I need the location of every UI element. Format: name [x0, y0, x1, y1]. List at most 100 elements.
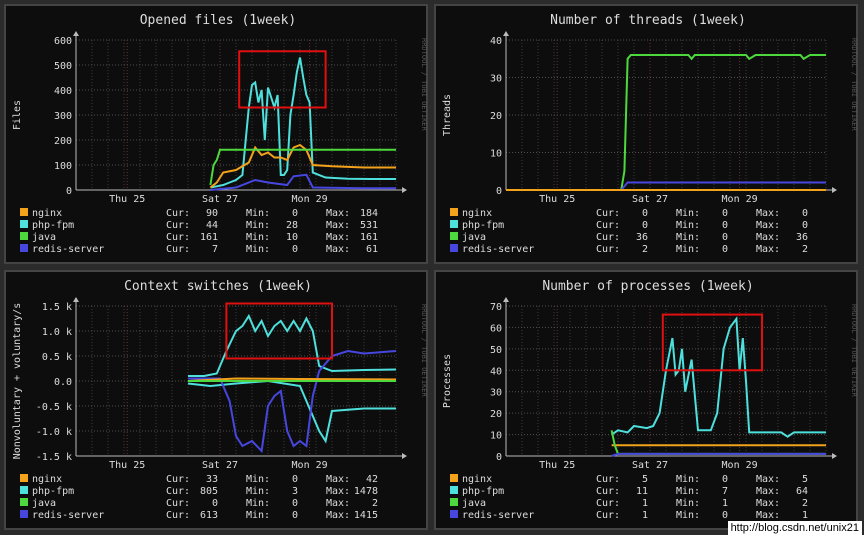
- legend-cur-label: Cur:: [166, 232, 190, 243]
- rrdtool-watermark: RRDTOOL / TOBI OETIKER: [420, 38, 428, 132]
- x-axis-arrow: [402, 453, 407, 459]
- series-line-nginx: [209, 143, 396, 189]
- series-line-php-fpm: [188, 313, 397, 377]
- legend-max-label: Max:: [326, 486, 350, 497]
- panel-3: Number of processes (1week) Processes RRDT…: [434, 270, 858, 530]
- legend-max-label: Max:: [326, 510, 350, 521]
- series-line-php-fpm: [187, 379, 396, 444]
- y-axis-arrow: [503, 31, 509, 36]
- series-line-java: [209, 148, 396, 186]
- y-tick-label: 70: [490, 302, 502, 313]
- chart-0: Opened files (1week) Files RRDTOOL / TOBI …: [12, 13, 428, 255]
- legend-max-label: Max:: [326, 220, 350, 231]
- legend-name: java: [462, 498, 486, 509]
- chart-3: Number of processes (1week) Processes RRDT…: [442, 279, 858, 521]
- legend-min-value: 0: [722, 232, 728, 243]
- y-tick-label: 40: [490, 366, 502, 377]
- legend-swatch: [20, 208, 28, 216]
- legend-min-value: 0: [292, 244, 298, 255]
- rrdtool-watermark: RRDTOOL / TOBI OETIKER: [850, 38, 858, 132]
- legend-swatch: [450, 510, 458, 518]
- y-tick-label: 30: [490, 74, 502, 85]
- y-tick-label: 0: [66, 186, 72, 197]
- legend-min-value: 0: [722, 220, 728, 231]
- y-tick-label: 50: [490, 345, 502, 356]
- legend-min-label: Min:: [246, 232, 270, 243]
- legend-min-label: Min:: [246, 208, 270, 219]
- series-line-redis-server: [210, 173, 396, 191]
- legend-cur-value: 33: [206, 474, 218, 485]
- legend-min-label: Min:: [246, 220, 270, 231]
- legend-min-value: 7: [722, 486, 728, 497]
- footer-url: http://blog.csdn.net/unix21: [727, 521, 862, 535]
- legend-cur-value: 1: [642, 498, 648, 509]
- legend-max-value: 161: [360, 232, 378, 243]
- legend-cur-label: Cur:: [166, 510, 190, 521]
- legend-swatch: [450, 208, 458, 216]
- x-tick-label: Mon 29: [722, 194, 758, 205]
- legend-swatch: [450, 232, 458, 240]
- legend-swatch: [20, 220, 28, 228]
- x-tick-label: Thu 25: [539, 460, 575, 471]
- legend-max-label: Max:: [756, 232, 780, 243]
- legend-max-label: Max:: [756, 220, 780, 231]
- legend-min-label: Min:: [676, 510, 700, 521]
- legend-cur-value: 36: [636, 232, 648, 243]
- x-axis-arrow: [832, 453, 837, 459]
- panel-2: Context switches (1week) Nonvoluntary + v…: [4, 270, 428, 530]
- x-tick-label: Mon 29: [292, 460, 328, 471]
- legend-max-value: 0: [802, 220, 808, 231]
- legend-cur-value: 11: [636, 486, 648, 497]
- y-tick-label: 300: [54, 111, 72, 122]
- legend-cur-value: 0: [642, 220, 648, 231]
- legend-max-label: Max:: [756, 486, 780, 497]
- chart-title: Number of processes (1week): [542, 279, 753, 294]
- legend-max-label: Max:: [326, 474, 350, 485]
- y-axis-label: Threads: [442, 94, 453, 136]
- y-tick-label: -1.5 k: [36, 452, 72, 463]
- legend-min-label: Min:: [676, 244, 700, 255]
- x-tick-label: Sat 27: [202, 460, 238, 471]
- y-tick-label: 60: [490, 323, 502, 334]
- legend-name: php-fpm: [462, 220, 504, 231]
- legend-name: java: [32, 232, 56, 243]
- chart-title: Context switches (1week): [124, 279, 312, 294]
- legend-cur-label: Cur:: [596, 208, 620, 219]
- legend-cur-label: Cur:: [166, 474, 190, 485]
- legend-max-value: 2: [802, 244, 808, 255]
- legend-max-value: 0: [802, 208, 808, 219]
- y-tick-label: -0.5 k: [36, 402, 72, 413]
- legend-min-value: 3: [292, 486, 298, 497]
- legend-cur-value: 5: [642, 474, 648, 485]
- highlight-box: [661, 313, 763, 372]
- y-tick-label: 10: [490, 149, 502, 160]
- legend-cur-label: Cur:: [596, 244, 620, 255]
- legend-cur-label: Cur:: [596, 474, 620, 485]
- y-axis-arrow: [73, 297, 79, 302]
- legend-swatch: [20, 474, 28, 482]
- legend-min-value: 28: [286, 220, 298, 231]
- y-axis-arrow: [73, 31, 79, 36]
- legend-max-value: 36: [796, 232, 808, 243]
- y-axis-label: Files: [12, 100, 23, 130]
- y-tick-label: 20: [490, 409, 502, 420]
- legend-swatch: [20, 486, 28, 494]
- x-tick-label: Sat 27: [202, 194, 238, 205]
- legend-name: php-fpm: [462, 486, 504, 497]
- series-line-nginx: [187, 377, 397, 382]
- legend-max-value: 184: [360, 208, 378, 219]
- legend-swatch: [450, 220, 458, 228]
- legend-swatch: [20, 498, 28, 506]
- x-tick-label: Sat 27: [632, 194, 668, 205]
- x-tick-label: Mon 29: [722, 460, 758, 471]
- legend-swatch: [450, 474, 458, 482]
- legend-cur-value: 7: [212, 244, 218, 255]
- legend-cur-label: Cur:: [166, 498, 190, 509]
- legend-max-value: 1: [802, 510, 808, 521]
- legend-max-label: Max:: [326, 208, 350, 219]
- legend-max-value: 1415: [354, 510, 378, 521]
- y-axis-label: Nonvoluntary + voluntary/s: [12, 303, 23, 460]
- legend-min-value: 0: [722, 244, 728, 255]
- legend-cur-value: 0: [642, 208, 648, 219]
- series-line-redis-server: [611, 452, 826, 457]
